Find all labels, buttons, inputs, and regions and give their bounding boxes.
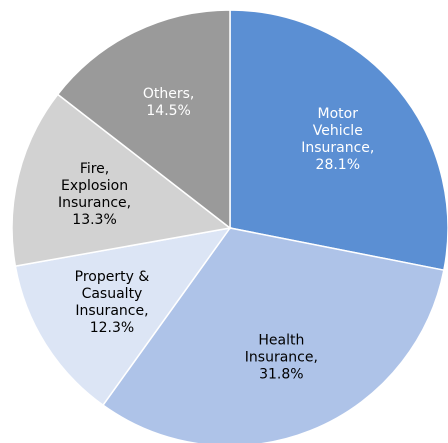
slice-value-label: 28.1%	[316, 157, 360, 173]
pie-slice	[101, 227, 445, 443]
slice-label-line: Others,	[143, 86, 195, 102]
slice-label-line: Insurance,	[245, 350, 318, 366]
slice-label-line: Health	[258, 333, 304, 349]
slice-label-line: Insurance,	[75, 303, 148, 319]
slice-label-line: Motor	[318, 106, 359, 122]
slice-label: Property & Casualty Insurance,	[75, 269, 150, 319]
slice-label-line: Explosion	[61, 178, 128, 194]
slice-label-line: Vehicle	[313, 123, 363, 139]
slice-label: Others,	[143, 86, 195, 102]
slice-label-line: Casualty	[82, 286, 143, 302]
slice-label: Fire, Explosion Insurance,	[58, 161, 131, 211]
slice-label-line: Fire,	[80, 161, 109, 177]
slice-value-label: 13.3%	[72, 212, 116, 228]
slice-value-label: 31.8%	[259, 367, 303, 383]
slice-value-label: 12.3%	[90, 320, 134, 336]
slice-label: Health Insurance,	[245, 333, 318, 366]
slice-label-line: Property &	[75, 269, 150, 285]
slice-value-label: 14.5%	[146, 103, 190, 119]
pie-slice	[11, 93, 232, 268]
pie-slice	[14, 226, 232, 407]
slice-label-line: Insurance,	[301, 140, 374, 156]
pie-slice	[56, 9, 231, 230]
slice-label-line: Insurance,	[58, 195, 131, 211]
slice-label: Motor Vehicle Insurance,	[301, 106, 374, 156]
